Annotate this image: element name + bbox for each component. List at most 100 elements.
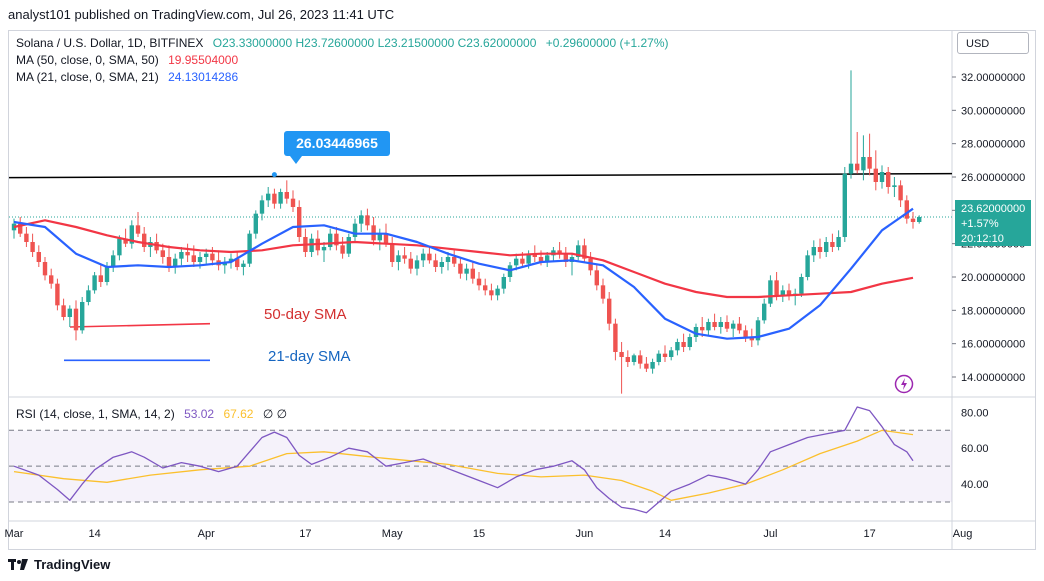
candle bbox=[458, 258, 463, 279]
candle-body bbox=[377, 233, 382, 241]
candle-body bbox=[650, 362, 655, 369]
legend-ma21-label: MA (21, close, 0, SMA, 21) bbox=[16, 70, 159, 84]
legend-rsi-value: 53.02 bbox=[184, 407, 215, 421]
candle bbox=[687, 333, 692, 351]
candle bbox=[148, 237, 153, 257]
candle bbox=[259, 195, 265, 221]
candle-body bbox=[768, 280, 773, 304]
legend-change: +0.29600000 (+1.27%) bbox=[545, 36, 669, 50]
candle-body bbox=[359, 215, 364, 224]
footer-brand[interactable]: TradingView bbox=[34, 556, 111, 572]
candle bbox=[607, 292, 612, 331]
candle bbox=[421, 248, 426, 267]
candle-body bbox=[154, 242, 159, 251]
candle bbox=[724, 315, 730, 332]
candle-body bbox=[470, 268, 475, 279]
candle-body bbox=[61, 305, 66, 317]
candle-body bbox=[123, 238, 128, 244]
candle bbox=[117, 235, 122, 261]
candle bbox=[892, 177, 897, 197]
badge-change: +1.57% bbox=[961, 218, 999, 230]
candle bbox=[135, 212, 141, 237]
candle bbox=[210, 247, 215, 266]
candle-body bbox=[284, 192, 289, 199]
candle bbox=[669, 347, 674, 361]
candle-body bbox=[266, 193, 271, 201]
candle bbox=[873, 150, 878, 191]
candle-body bbox=[427, 253, 432, 261]
candle-body bbox=[879, 172, 885, 182]
candle-body bbox=[538, 257, 544, 262]
candle-body bbox=[873, 168, 878, 182]
candle bbox=[799, 273, 804, 297]
resistance-line bbox=[8, 172, 953, 179]
candle bbox=[222, 257, 227, 274]
candle bbox=[867, 133, 872, 176]
currency-button[interactable]: USD bbox=[957, 32, 1029, 54]
lightning-icon[interactable] bbox=[894, 374, 914, 394]
candle-body bbox=[117, 238, 122, 256]
candle bbox=[768, 275, 773, 307]
candle bbox=[346, 233, 351, 257]
candle-body bbox=[545, 255, 550, 262]
candle-body bbox=[86, 290, 91, 302]
candle bbox=[359, 210, 364, 232]
candle-body bbox=[855, 163, 860, 171]
candle-body bbox=[352, 223, 358, 237]
candle bbox=[408, 252, 413, 274]
resistance-anchor-point bbox=[271, 172, 277, 178]
candle-body bbox=[173, 258, 178, 267]
candle-body bbox=[904, 200, 909, 219]
candle bbox=[855, 132, 860, 174]
candle bbox=[576, 240, 581, 261]
candle-body bbox=[749, 337, 754, 341]
candle-body bbox=[18, 223, 23, 234]
candle bbox=[414, 255, 420, 276]
time-tick-label: 14 bbox=[88, 528, 100, 540]
time-tick-label: Mar bbox=[5, 528, 24, 540]
badge-countdown: 20:12:10 bbox=[961, 233, 1004, 245]
time-tick-label: May bbox=[382, 528, 403, 540]
candle bbox=[631, 353, 637, 366]
candle-body bbox=[483, 285, 488, 291]
tradingview-logo-icon[interactable] bbox=[8, 557, 28, 571]
candle-body bbox=[898, 185, 903, 201]
candle bbox=[762, 298, 767, 324]
candle-body bbox=[24, 233, 29, 242]
candle-body bbox=[408, 258, 413, 269]
candle-body bbox=[142, 233, 147, 247]
candle-body bbox=[520, 258, 525, 264]
price-tick-label: 14.00000000 bbox=[961, 372, 1025, 384]
legend-ma50-row: MA (50, close, 0, SMA, 50) 19.95504000 bbox=[16, 53, 244, 67]
legend-ma50-label: MA (50, close, 0, SMA, 50) bbox=[16, 53, 159, 67]
candle-body bbox=[235, 258, 240, 267]
candle bbox=[681, 333, 686, 352]
candle bbox=[656, 350, 661, 366]
candle-body bbox=[594, 270, 599, 286]
candle bbox=[452, 250, 457, 267]
candle bbox=[836, 230, 841, 251]
candle-body bbox=[210, 253, 215, 261]
candle bbox=[917, 215, 922, 224]
candle-body bbox=[365, 215, 370, 226]
candle-body bbox=[687, 337, 692, 347]
candle bbox=[811, 240, 816, 262]
candle-body bbox=[737, 323, 742, 331]
candle bbox=[650, 358, 655, 374]
candle-body bbox=[42, 262, 48, 276]
candle bbox=[179, 247, 184, 266]
candle bbox=[489, 283, 494, 301]
candle bbox=[328, 228, 333, 251]
candle bbox=[743, 325, 748, 342]
candle-body bbox=[656, 353, 661, 362]
candle-body bbox=[774, 280, 779, 296]
ma21-line bbox=[13, 207, 914, 340]
candle-body bbox=[631, 355, 637, 362]
price-tick-label: 28.00000000 bbox=[961, 139, 1025, 151]
candle-body bbox=[247, 233, 252, 264]
candle bbox=[737, 317, 742, 334]
rsi-tick-label: 40.00 bbox=[961, 479, 989, 491]
rsi-line bbox=[13, 406, 914, 514]
candle bbox=[470, 262, 475, 284]
